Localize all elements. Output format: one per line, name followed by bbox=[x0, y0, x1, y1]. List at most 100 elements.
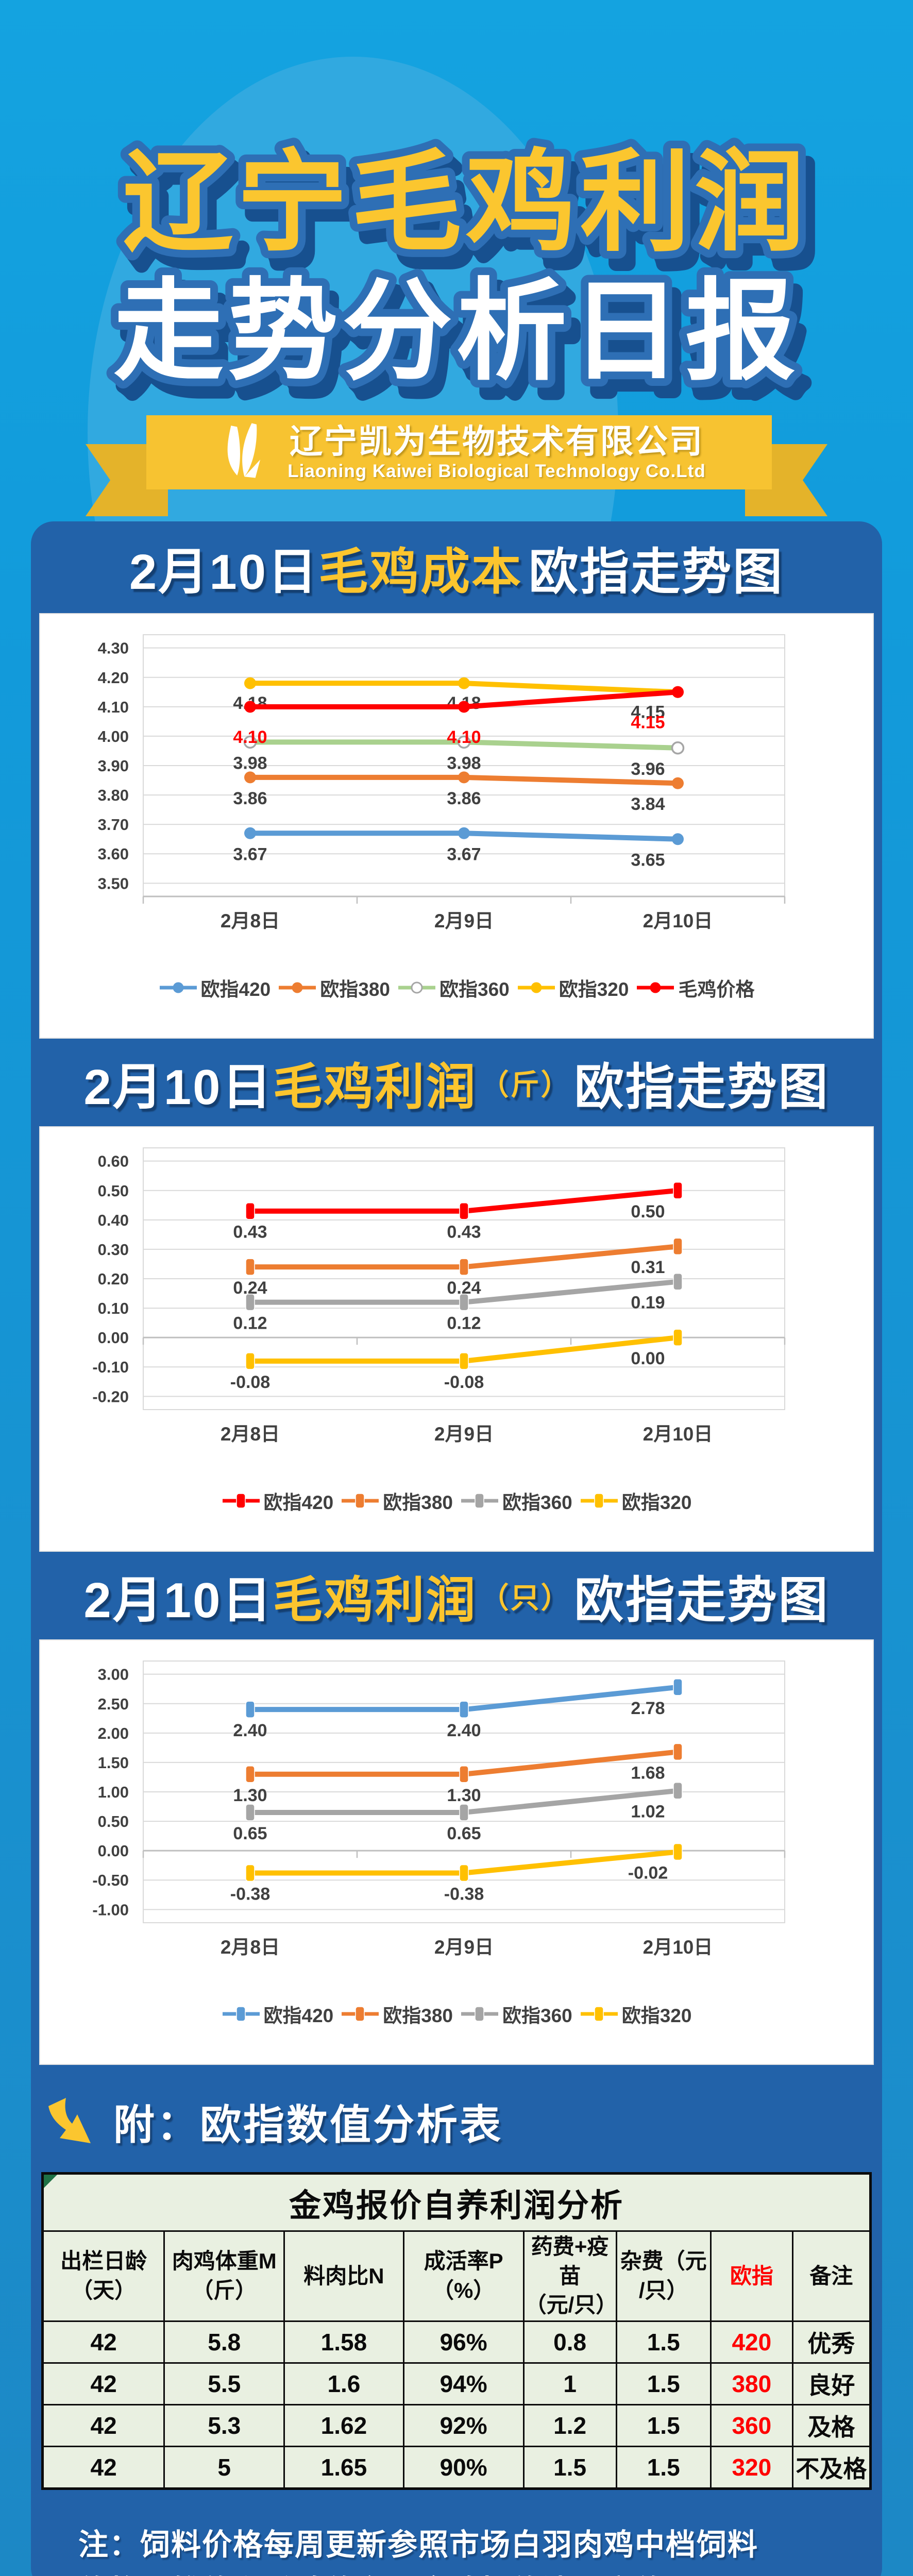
chart3-title-unit: （只） bbox=[480, 1581, 571, 1614]
table-cell: 5.8 bbox=[163, 2320, 285, 2364]
svg-text:2月10日: 2月10日 bbox=[643, 910, 713, 931]
table-cell: 42 bbox=[41, 2446, 165, 2490]
legend-item: 欧指380 bbox=[341, 1487, 453, 1515]
legend-marker-icon bbox=[222, 1493, 260, 1509]
table-title: 金鸡报价自养利润分析 bbox=[42, 2173, 871, 2232]
table-row: 42 5.5 1.6 94% 1 1.5 380 良好 bbox=[41, 2362, 872, 2406]
legend-label: 毛鸡价格 bbox=[678, 979, 755, 1000]
title-line2-shadow: 走势分析日报 bbox=[123, 282, 809, 405]
svg-text:0.31: 0.31 bbox=[631, 1258, 665, 1277]
chart3-title-suffix: 欧指走势图 bbox=[574, 1572, 830, 1628]
bent-arrow-icon bbox=[48, 2098, 91, 2143]
legend-label: 欧指420 bbox=[263, 2005, 334, 2026]
legend-label: 欧指360 bbox=[502, 2005, 572, 2026]
table-cell: 42 bbox=[41, 2320, 165, 2364]
table-cell: 94% bbox=[402, 2362, 525, 2406]
analysis-heading-text: 附：欧指数值分析表 bbox=[113, 2102, 503, 2148]
svg-text:0.65: 0.65 bbox=[447, 1824, 481, 1843]
svg-text:0.30: 0.30 bbox=[98, 1241, 129, 1259]
legend-marker-icon bbox=[159, 982, 197, 993]
table-cell: 1.65 bbox=[283, 2446, 404, 2490]
legend-item: 欧指380 bbox=[341, 2000, 453, 2028]
svg-text:3.50: 3.50 bbox=[98, 874, 129, 892]
chart1-title: 2月10日 毛鸡成本 欧指走势图 bbox=[31, 521, 882, 613]
main-panel: 2月10日 毛鸡成本 欧指走势图 3.50 3.60 3.70 3.80 3.90 4.00 4… bbox=[31, 521, 882, 2576]
table-header-cell: 杂费（元 /只） bbox=[615, 2230, 712, 2323]
svg-text:3.90: 3.90 bbox=[98, 757, 129, 775]
chart1-title-prefix: 2月10日 bbox=[129, 544, 319, 600]
svg-text:1.30: 1.30 bbox=[447, 1786, 481, 1805]
table-cell: 5 bbox=[163, 2446, 285, 2490]
chart2-title-unit: （斤） bbox=[480, 1068, 571, 1101]
legend-label: 欧指380 bbox=[383, 1492, 453, 1513]
table-cell: 5.3 bbox=[163, 2404, 285, 2448]
svg-text:2.40: 2.40 bbox=[233, 1721, 267, 1740]
table-cell: 1.58 bbox=[283, 2320, 404, 2364]
svg-text:3.67: 3.67 bbox=[447, 844, 481, 864]
svg-text:0.50: 0.50 bbox=[98, 1182, 129, 1200]
legend-item: 欧指420 bbox=[222, 1487, 333, 1515]
svg-text:3.86: 3.86 bbox=[233, 789, 267, 808]
legend-label: 欧指380 bbox=[320, 979, 390, 1000]
table-cell: 42 bbox=[41, 2404, 165, 2448]
title-line1: 辽宁毛鸡利润 bbox=[123, 141, 809, 264]
svg-text:0.40: 0.40 bbox=[98, 1211, 129, 1229]
svg-text:2月10日: 2月10日 bbox=[643, 1937, 713, 1958]
svg-text:-0.20: -0.20 bbox=[92, 1387, 129, 1405]
legend-item: 欧指320 bbox=[580, 1487, 692, 1515]
profit-per-bird-chart: -1.00 -0.50 0.00 0.50 1.00 1.50 2.00 2.50 3.00 2月… bbox=[39, 1639, 874, 2065]
legend-marker-icon bbox=[222, 2006, 260, 2022]
table-cell: 420 bbox=[709, 2320, 793, 2364]
svg-text:0.00: 0.00 bbox=[98, 1329, 129, 1347]
table-cell: 1.62 bbox=[283, 2404, 404, 2448]
table-cell: 380 bbox=[709, 2362, 793, 2406]
table-cell: 不及格 bbox=[791, 2446, 872, 2490]
kaiwei-wings-logo-icon bbox=[227, 423, 261, 478]
svg-text:4.15: 4.15 bbox=[631, 702, 665, 722]
svg-text:3.67: 3.67 bbox=[233, 844, 267, 864]
chart-canvas: -1.00 -0.50 0.00 0.50 1.00 1.50 2.00 2.50 3.00 2月… bbox=[92, 1660, 786, 1958]
legend-marker-icon bbox=[517, 982, 555, 993]
legend-marker-icon bbox=[461, 2006, 498, 2022]
legend-item: 欧指380 bbox=[278, 974, 390, 1002]
legend-label: 欧指320 bbox=[621, 1492, 692, 1513]
svg-text:0.00: 0.00 bbox=[98, 1842, 129, 1860]
legend-item: 欧指360 bbox=[397, 974, 510, 1002]
title-line1-shadow: 辽宁毛鸡利润 bbox=[132, 154, 818, 277]
chart2-title-suffix: 欧指走势图 bbox=[574, 1059, 830, 1115]
legend-marker-icon bbox=[461, 1493, 498, 1509]
legend-label: 欧指360 bbox=[502, 1492, 572, 1513]
svg-text:2月8日: 2月8日 bbox=[221, 910, 280, 931]
title-line2: 走势分析日报 bbox=[113, 270, 800, 393]
legend-item: 欧指360 bbox=[460, 1487, 572, 1515]
legend-marker-icon bbox=[580, 1493, 618, 1509]
chart2-title-prefix: 2月10日 bbox=[83, 1059, 273, 1115]
svg-text:4.10: 4.10 bbox=[98, 698, 129, 716]
chart-legend: 欧指420 欧指380 欧指360 欧指320 bbox=[40, 1462, 873, 1539]
svg-text:0.43: 0.43 bbox=[233, 1223, 267, 1242]
legend-label: 欧指320 bbox=[621, 2005, 692, 2026]
table-cell: 良好 bbox=[791, 2362, 872, 2406]
legend-marker-icon bbox=[398, 981, 435, 994]
table-header-cell: 料肉比N bbox=[283, 2230, 404, 2323]
table-cell: 90% bbox=[402, 2446, 525, 2490]
svg-text:2月9日: 2月9日 bbox=[434, 910, 494, 931]
svg-text:0.43: 0.43 bbox=[447, 1223, 481, 1242]
legend-item: 欧指320 bbox=[580, 2000, 692, 2028]
legend-marker-icon bbox=[279, 982, 316, 993]
table-row: 42 5.8 1.58 96% 0.8 1.5 420 优秀 bbox=[41, 2320, 872, 2364]
svg-text:0.00: 0.00 bbox=[631, 1349, 665, 1368]
svg-text:3.65: 3.65 bbox=[631, 851, 665, 870]
svg-text:2月9日: 2月9日 bbox=[434, 1937, 494, 1958]
table-header-row: 出栏日龄 （天） 肉鸡体重M （斤） 料肉比N 成活率P （%） 药费+疫苗 （元/只）… bbox=[41, 2230, 872, 2323]
svg-text:2月9日: 2月9日 bbox=[434, 1423, 494, 1445]
svg-text:0.12: 0.12 bbox=[447, 1314, 481, 1333]
table-header-cell: 出栏日龄 （天） bbox=[41, 2230, 165, 2323]
chart-legend: 欧指420 欧指380 欧指360 欧指320 毛鸡价格 bbox=[40, 949, 873, 1026]
table-cell: 1.5 bbox=[615, 2446, 712, 2490]
chart-canvas: -0.20 -0.10 0.00 0.10 0.20 0.30 0.40 0.50 0.60 2月… bbox=[92, 1147, 786, 1445]
svg-text:1.50: 1.50 bbox=[98, 1754, 129, 1772]
svg-text:-0.10: -0.10 bbox=[92, 1358, 129, 1376]
table-cell: 1 bbox=[522, 2362, 617, 2406]
legend-label: 欧指380 bbox=[383, 2005, 453, 2026]
